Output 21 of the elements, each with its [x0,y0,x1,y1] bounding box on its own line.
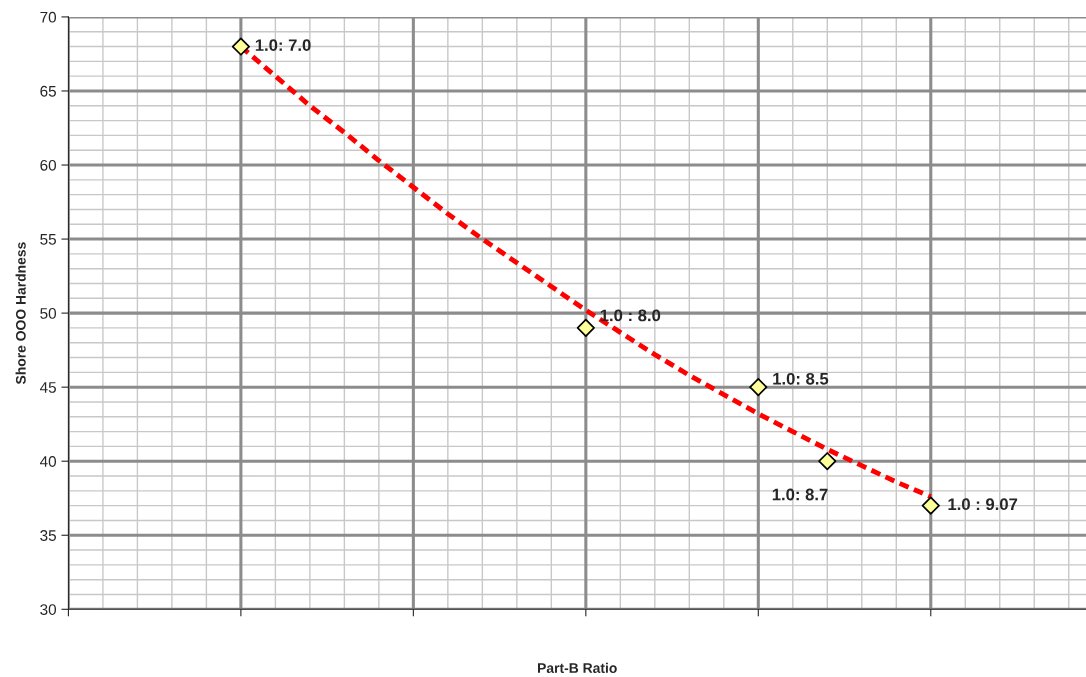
point [749,378,768,397]
data-label: 1.0 : 9.07 [948,498,1018,511]
y-tick-label: 60 [40,159,57,171]
y-tick-label: 55 [40,234,56,245]
data-label: 1.0: 7.0 [255,39,311,52]
point [576,318,595,337]
y-tick-label: 45 [39,382,56,393]
x-axis-title: Part-B Ratio [538,662,617,673]
point [231,37,250,56]
data-label: 1.0: 8.5 [773,372,829,385]
point [818,452,837,471]
data-label: 1.0: 8.7 [772,488,828,501]
data-label: 1.0 : 8.0 [600,309,661,322]
y-tick-label: 70 [40,11,57,23]
y-axis-title: Shore OOO Hardness [15,242,26,385]
y-tick-label: 30 [40,604,57,615]
y-tick-label: 40 [39,456,57,467]
y-tick-label: 50 [40,307,57,319]
point [921,496,940,515]
y-tick-label: 35 [40,530,56,541]
y-tick-label: 65 [40,85,56,97]
